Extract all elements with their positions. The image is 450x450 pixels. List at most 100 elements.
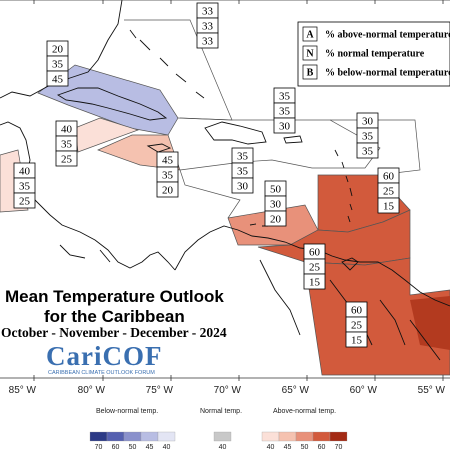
prob-cell (356, 142, 379, 159)
prob-cell (377, 197, 400, 214)
below-scale-tick: 45 (146, 444, 154, 450)
prob-below: 15 (383, 201, 395, 213)
prob-above: 20 (52, 44, 64, 56)
below-scale-swatch (157, 431, 176, 442)
above-scale-tick: 45 (284, 444, 292, 450)
prob-above: 45 (162, 155, 174, 167)
prob-above: 60 (383, 171, 395, 183)
prob-above: 40 (19, 166, 31, 178)
below-scale-tick: 70 (95, 444, 103, 450)
key-row-n: N % normal temperature (302, 45, 425, 61)
prob-below: 45 (52, 74, 64, 86)
above-scale-tick: 60 (318, 444, 326, 450)
color-scale-legend: Below-normal temp. Normal temp. Above-no… (89, 408, 348, 450)
below-scale-swatch (140, 431, 159, 442)
prob-box-abc-islands: 50 30 20 (264, 180, 287, 227)
prob-box-guianas: 60 25 15 (345, 301, 368, 348)
prob-box-bahamas-east: 33 33 33 (196, 2, 219, 49)
prob-normal: 25 (309, 262, 321, 274)
prob-cell (156, 181, 179, 198)
key-description: % below-normal temperature (325, 68, 450, 79)
caricof-logo-name: CariCOF (46, 341, 162, 371)
prob-cell (13, 192, 36, 209)
lon-label-bottom: 60° W (350, 385, 378, 396)
prob-box-jamaica: 45 35 20 (156, 151, 179, 198)
prob-cell (46, 70, 69, 87)
prob-cell (196, 32, 219, 49)
prob-box-lesser-antilles: 60 25 15 (377, 167, 400, 214)
zone-guianas (304, 257, 450, 376)
prob-below: 33 (202, 36, 214, 48)
prob-normal: 25 (351, 320, 363, 332)
key-description: % above-normal temperature (325, 30, 450, 41)
lon-label-bottom: 75° W (146, 385, 174, 396)
prob-normal: 30 (270, 199, 282, 211)
key-description: % normal temperature (325, 49, 425, 60)
scale-below-label: Below-normal temp. (96, 408, 158, 415)
lon-label-bottom: 55° W (418, 385, 446, 396)
prob-below: 15 (351, 335, 363, 347)
prob-box-cuba: 20 35 45 (46, 40, 69, 87)
prob-box-hispaniola: 35 35 30 (273, 87, 296, 134)
prob-cell (231, 177, 254, 194)
above-scale-swatch (312, 431, 331, 442)
prob-box-central-caribbean: 35 35 30 (231, 147, 254, 194)
below-scale-swatch (89, 431, 108, 442)
key-row-b: B % below-normal temperature (302, 64, 450, 80)
normal-scale-swatch (213, 431, 232, 442)
longitude-axis: 85° W 80° W 75° W 70° W 65° W 60° W 55° W (0, 0, 450, 396)
prob-normal: 35 (52, 59, 64, 71)
scale-normal-label: Normal temp. (200, 408, 242, 415)
prob-normal: 33 (202, 21, 214, 33)
prob-above: 35 (279, 91, 291, 103)
prob-normal: 35 (362, 131, 374, 143)
coastlines (0, 0, 450, 361)
prob-normal: 35 (237, 166, 249, 178)
caricof-logo: CariCOF CARIBBEAN CLIMATE OUTLOOK FORUM (46, 341, 162, 376)
key-letter: A (306, 30, 314, 41)
below-scale-swatch (123, 431, 142, 442)
prob-normal: 35 (19, 181, 31, 193)
prob-above: 60 (351, 305, 363, 317)
lon-label-bottom: 85° W (9, 385, 37, 396)
prob-box-belize: 40 35 25 (13, 162, 36, 209)
prob-cell (345, 331, 368, 348)
above-scale-swatch (295, 431, 314, 442)
prob-cell (303, 273, 326, 290)
prob-above: 40 (61, 124, 73, 136)
prob-box-yucatan: 40 35 25 (55, 120, 78, 167)
prob-normal: 35 (162, 170, 174, 182)
lon-label-bottom: 70° W (214, 385, 242, 396)
prob-below: 30 (237, 181, 249, 193)
prob-below: 20 (270, 214, 282, 226)
key-letter: B (307, 68, 314, 79)
above-scale-swatch (278, 431, 297, 442)
prob-below: 35 (362, 146, 374, 158)
key-row-a: A % above-normal temperature (302, 26, 450, 42)
prob-above: 30 (362, 116, 374, 128)
prob-normal: 35 (279, 106, 291, 118)
above-scale-tick: 70 (335, 444, 343, 450)
above-scale-swatch (329, 431, 348, 442)
forecast-period: October - November - December - 2024 (1, 325, 227, 340)
prob-cell (55, 150, 78, 167)
lon-label-bottom: 80° W (78, 385, 106, 396)
below-scale-tick: 50 (129, 444, 137, 450)
prob-cell (273, 117, 296, 134)
title-line-1: Mean Temperature Outlook (5, 287, 224, 306)
below-scale-swatch (106, 431, 125, 442)
prob-box-north-leewards: 30 35 35 (356, 112, 379, 159)
caricof-logo-subtitle: CARIBBEAN CLIMATE OUTLOOK FORUM (48, 370, 155, 376)
above-scale-swatch (261, 431, 280, 442)
prob-above: 35 (237, 151, 249, 163)
below-scale-tick: 60 (112, 444, 120, 450)
above-scale-tick: 40 (267, 444, 275, 450)
prob-box-trinidad: 60 25 15 (303, 243, 326, 290)
prob-below: 25 (19, 196, 31, 208)
prob-below: 20 (162, 185, 174, 197)
prob-above: 60 (309, 247, 321, 259)
prob-normal: 35 (61, 139, 73, 151)
above-scale-tick: 50 (301, 444, 309, 450)
